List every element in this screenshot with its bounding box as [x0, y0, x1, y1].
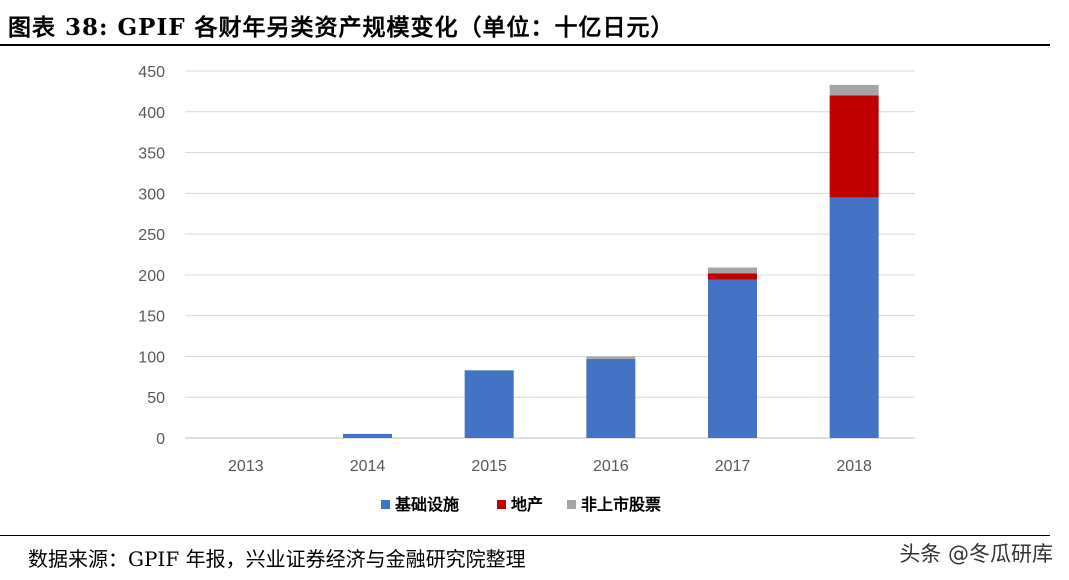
bar-segment	[464, 370, 514, 438]
gridlines	[185, 70, 915, 439]
x-tick-label: 2016	[593, 458, 629, 475]
bar-segment	[586, 356, 636, 359]
bar-segment	[343, 433, 392, 438]
legend-label: 非上市股票	[581, 495, 661, 514]
figure-title: 图表 38: GPIF 各财年另类资产规模变化（单位：十亿日元）	[8, 14, 675, 41]
watermark: 头条 @冬瓜研库	[899, 542, 1053, 566]
y-tick-label: 250	[138, 227, 165, 244]
bar-segment	[829, 84, 879, 96]
legend-swatch	[381, 500, 390, 509]
title-divider	[0, 44, 1050, 46]
y-tick-label: 100	[138, 349, 165, 366]
bar-segment	[708, 279, 757, 438]
y-tick-label: 400	[138, 105, 165, 122]
y-tick-label: 350	[138, 146, 165, 163]
y-tick-label: 300	[138, 186, 165, 203]
y-axis: 0 50 100 150 200 250 300 350 400 450	[138, 64, 165, 448]
bar-segment	[708, 273, 757, 280]
y-tick-label: 0	[156, 431, 165, 448]
x-tick-label: 2018	[836, 458, 872, 475]
stacked-bar-chart: 0 50 100 150 200 250 300 350 400 450 2013 2014 2015…	[138, 64, 915, 514]
x-axis: 2013 2014 2015 2016 2017 2018	[228, 458, 872, 475]
y-tick-label: 200	[138, 268, 165, 285]
legend-swatch	[567, 500, 576, 509]
legend-label: 地产	[511, 495, 543, 514]
x-tick-label: 2014	[350, 458, 386, 475]
x-tick-label: 2013	[228, 458, 264, 475]
bar-segment	[708, 267, 757, 274]
bar-segment	[586, 358, 636, 438]
legend-label: 基础设施	[394, 495, 459, 514]
bar-segment	[829, 95, 879, 198]
footer-divider	[0, 535, 1050, 536]
bar-segment	[829, 197, 879, 438]
x-tick-label: 2015	[471, 458, 507, 475]
y-tick-label: 150	[138, 309, 165, 326]
legend-swatch	[497, 500, 506, 509]
bars	[343, 84, 879, 438]
y-tick-label: 450	[138, 64, 165, 81]
y-tick-label: 50	[147, 390, 165, 407]
legend: 基础设施 地产 非上市股票	[381, 495, 661, 514]
x-tick-label: 2017	[715, 458, 751, 475]
source-note: 数据来源：GPIF 年报，兴业证券经济与金融研究院整理	[28, 547, 526, 571]
